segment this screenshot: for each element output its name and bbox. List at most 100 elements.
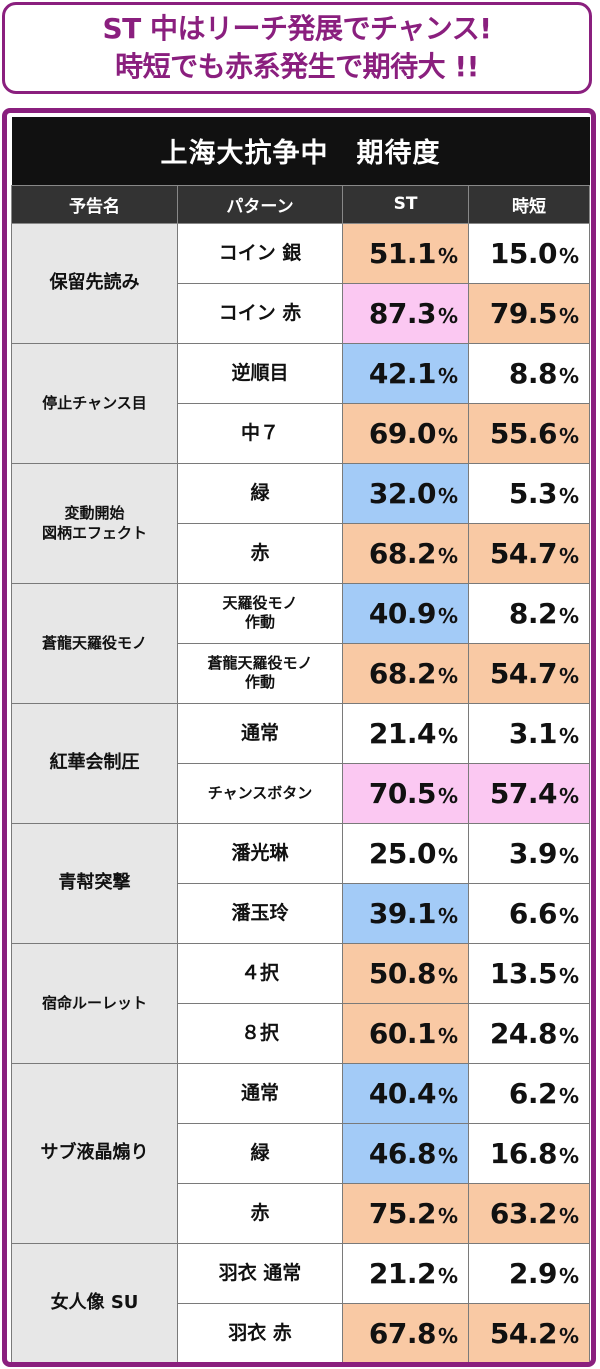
jitan-value: 24.8 [489,1016,558,1050]
percent-sign: % [437,903,458,928]
jitan-value: 57.4 [489,776,558,810]
notice-name-cell: 変動開始 図柄エフェクト [11,462,178,584]
pattern-cell: 緑 [177,1122,343,1184]
header-jitan: 時短 [468,184,590,224]
st-value-cell: 69.0% [342,402,469,464]
percent-sign: % [558,243,579,268]
st-value: 21.2 [368,1256,437,1290]
percent-sign: % [437,1263,458,1288]
table-row: 羽衣 赤 67.8% 54.2% [12,1302,590,1362]
percent-sign: % [437,843,458,868]
jitan-value: 8.2 [508,596,558,630]
jitan-value-cell: 8.2% [468,582,590,644]
st-value-cell: 51.1% [342,222,469,284]
st-value-cell: 32.0% [342,462,469,524]
notice-name-cell: 女人像 SU [11,1242,178,1362]
percent-sign: % [437,783,458,808]
percent-sign: % [558,543,579,568]
jitan-value-cell: 6.2% [468,1062,590,1124]
st-value: 69.0 [368,416,437,450]
pattern-cell: 赤 [177,522,343,584]
st-value: 39.1 [368,896,437,930]
notice-name-cell: 紅華会制圧 [11,702,178,824]
headline-line-2: 時短でも赤系発生で期待大 !! [115,50,479,83]
jitan-value-cell: 54.7% [468,642,590,704]
percent-sign: % [558,903,579,928]
notice-name-cell: 宿命ルーレット [11,942,178,1064]
table-row: 宿命ルーレット ４択 50.8% 13.5% [11,942,590,1064]
percent-sign: % [437,543,458,568]
expectation-table-frame: 上海大抗争中 期待度 予告名 パターン ST 時短 保留先読み コイン 銀 51.1… [2,108,596,1367]
header-pattern: パターン [177,184,343,224]
percent-sign: % [558,1083,579,1108]
st-value-cell: 68.2% [342,522,469,584]
percent-sign: % [558,1203,579,1228]
st-value-cell: 46.8% [342,1122,469,1184]
pattern-cell: 緑 [177,462,343,524]
jitan-value-cell: 79.5% [468,282,590,344]
jitan-value: 15.0 [489,236,558,270]
table-row: 赤 68.2% 54.7% [12,522,590,584]
jitan-value: 54.7 [489,656,558,690]
st-value: 70.5 [368,776,437,810]
pattern-cell: 逆順目 [177,342,343,404]
jitan-value-cell: 54.7% [468,522,590,584]
percent-sign: % [558,1263,579,1288]
pattern-cell: 中７ [177,402,343,464]
header-st: ST [342,184,469,224]
notice-name-cell: サブ液晶煽り [11,1062,178,1244]
jitan-value: 79.5 [489,296,558,330]
st-value: 25.0 [368,836,437,870]
jitan-value-cell: 8.8% [468,342,590,404]
pattern-cell: コイン 銀 [177,222,343,284]
table-row: 緑 46.8% 16.8% [12,1122,590,1184]
jitan-value-cell: 24.8% [468,1002,590,1064]
st-value-cell: 50.8% [342,942,469,1004]
pattern-cell: チャンスボタン [177,762,343,824]
percent-sign: % [558,603,579,628]
pattern-cell: 潘光琳 [177,822,343,884]
st-value: 46.8 [368,1136,437,1170]
percent-sign: % [437,1143,458,1168]
percent-sign: % [558,483,579,508]
st-value: 87.3 [368,296,437,330]
st-value: 40.4 [368,1076,437,1110]
percent-sign: % [558,363,579,388]
jitan-value-cell: 54.2% [468,1302,590,1362]
table-row: 女人像 SU 羽衣 通常 21.2% 2.9% [11,1242,590,1362]
table-row: 青幇突撃 潘光琳 25.0% 3.9% [11,822,590,944]
jitan-value: 63.2 [489,1196,558,1230]
st-value-cell: 87.3% [342,282,469,344]
jitan-value: 3.9 [508,836,558,870]
table-row: 停止チャンス目 逆順目 42.1% 8.8% [11,342,590,464]
percent-sign: % [437,423,458,448]
pattern-cell: 羽衣 通常 [177,1242,343,1304]
st-value-cell: 60.1% [342,1002,469,1064]
jitan-value-cell: 16.8% [468,1122,590,1184]
jitan-value: 16.8 [489,1136,558,1170]
jitan-value-cell: 3.9% [468,822,590,884]
jitan-value-cell: 6.6% [468,882,590,944]
pattern-cell: 羽衣 赤 [177,1302,343,1362]
jitan-value: 55.6 [489,416,558,450]
st-value: 50.8 [368,956,437,990]
st-value-cell: 21.4% [342,702,469,764]
table-row: コイン 赤 87.3% 79.5% [12,282,590,344]
st-value-cell: 70.5% [342,762,469,824]
percent-sign: % [437,663,458,688]
percent-sign: % [558,843,579,868]
st-value-cell: 40.4% [342,1062,469,1124]
st-value: 32.0 [368,476,437,510]
st-value: 75.2 [368,1196,437,1230]
percent-sign: % [437,1323,458,1348]
percent-sign: % [437,603,458,628]
header-notice: 予告名 [11,184,178,224]
jitan-value-cell: 2.9% [468,1242,590,1304]
table-row: 蒼龍天羅役モノ 作動 68.2% 54.7% [12,642,590,704]
percent-sign: % [437,363,458,388]
table-row: 保留先読み コイン 銀 51.1% 15.0% [11,222,590,344]
percent-sign: % [558,423,579,448]
percent-sign: % [558,303,579,328]
pattern-cell: 通常 [177,1062,343,1124]
st-value: 60.1 [368,1016,437,1050]
